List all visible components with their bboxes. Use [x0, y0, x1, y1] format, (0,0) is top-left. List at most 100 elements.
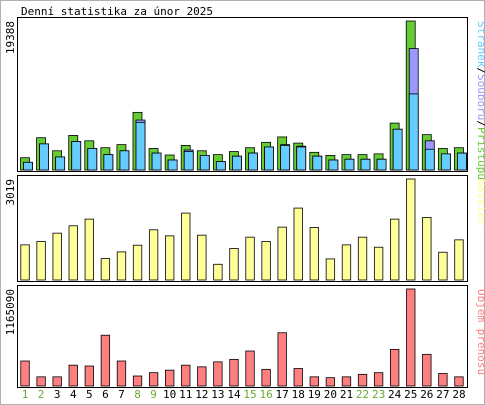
bar-visits	[229, 248, 239, 281]
bar-visits	[116, 251, 127, 281]
bar-traffic	[197, 366, 207, 387]
bar-traffic	[390, 348, 400, 387]
bar-visits	[245, 236, 255, 281]
x-tick-label: 2	[38, 388, 45, 401]
legend-visits: Návštěv	[475, 179, 485, 226]
bar-traffic	[357, 373, 368, 387]
bar-visits	[36, 241, 46, 281]
bar-visits	[261, 241, 271, 281]
bar-traffic	[261, 368, 271, 387]
bar-traffic	[68, 364, 78, 387]
bar-visits	[213, 263, 223, 281]
x-axis-day-labels: 1 2 3 4 5 6 7 8 9 10 11 12 13 14 15 16 17 18 19 20 21 22 23 24 2…	[22, 388, 466, 401]
bar-visits	[325, 258, 336, 281]
bar-visits	[165, 235, 175, 281]
bar-visits	[309, 227, 319, 281]
bar-pages	[344, 158, 355, 171]
bar-traffic	[293, 368, 303, 387]
bar-traffic	[165, 369, 175, 387]
bar-traffic	[148, 372, 159, 387]
bar-pages	[183, 151, 194, 171]
bar-visits	[454, 239, 464, 281]
bar-visits	[341, 244, 352, 281]
x-tick-label: 17	[276, 388, 289, 401]
bar-visits	[148, 229, 159, 281]
x-tick-label: 19	[308, 388, 321, 401]
bar-visits	[197, 234, 207, 281]
y-max-label-traffic: 1165090	[4, 289, 17, 335]
panel-visits: 3019 Návštěv	[4, 175, 485, 282]
panel-traffic: 1165090 Objem přenosů	[4, 285, 485, 388]
y-max-label-requests: 19388	[4, 21, 17, 54]
x-tick-label: 15	[243, 388, 256, 401]
chart-title: Denní statistika za únor 2025	[21, 5, 213, 18]
bar-visits	[84, 218, 94, 281]
bar-pages	[312, 155, 323, 171]
bar-visits	[293, 207, 303, 281]
bar-pages	[232, 155, 242, 171]
x-tick-label: 5	[86, 388, 93, 401]
bar-traffic	[422, 353, 432, 387]
bar-traffic	[229, 358, 239, 387]
x-tick-label: 18	[292, 388, 305, 401]
bar-traffic	[245, 350, 255, 387]
x-tick-label: 6	[102, 388, 109, 401]
legend-entry: Návštěv	[475, 179, 485, 226]
bar-traffic	[84, 365, 94, 387]
x-tick-label: 20	[324, 388, 337, 401]
bar-traffic	[20, 360, 30, 387]
legend-entry: Objem přenosů	[475, 289, 485, 375]
bar-visits	[390, 218, 400, 281]
bar-pages	[296, 146, 307, 171]
panel-border-visits	[17, 175, 468, 282]
bar-traffic	[454, 376, 464, 387]
legend-requests: Stránek/Souborů/Přístupů	[475, 21, 485, 180]
legend-traffic: Objem přenosů	[475, 289, 485, 375]
bar-pages	[360, 158, 371, 171]
bar-pages	[71, 141, 82, 171]
bar-visits	[132, 244, 143, 281]
x-tick-label: 16	[259, 388, 272, 401]
bar-pages	[87, 148, 98, 171]
bar-pages	[264, 146, 274, 171]
bar-visits	[438, 251, 448, 281]
bar-pages	[440, 153, 451, 171]
bar-pages	[167, 159, 178, 171]
bar-visits	[20, 244, 30, 281]
bar-pages	[151, 152, 162, 171]
panel-border-traffic	[17, 285, 468, 388]
x-tick-label: 28	[452, 388, 465, 401]
bar-traffic	[132, 375, 143, 387]
bar-visits	[357, 236, 368, 281]
bar-traffic	[309, 376, 319, 387]
bar-pages	[392, 128, 403, 171]
y-max-label-visits: 3019	[4, 179, 17, 206]
bar-visits	[422, 217, 432, 281]
x-tick-label: 10	[163, 388, 176, 401]
legend-entry: Přístupů	[475, 127, 485, 180]
x-tick-label: 9	[150, 388, 157, 401]
bar-pages	[424, 148, 435, 171]
legend-entry: Stránek	[475, 21, 485, 68]
bar-pages	[39, 143, 49, 171]
x-tick-label: 22	[356, 388, 369, 401]
x-tick-label: 26	[420, 388, 433, 401]
bar-traffic	[325, 377, 336, 387]
bar-traffic	[100, 334, 111, 387]
bar-traffic	[213, 361, 223, 387]
x-tick-label: 13	[211, 388, 224, 401]
bar-visits	[406, 178, 416, 281]
x-tick-label: 11	[179, 388, 192, 401]
bar-pages	[408, 93, 419, 171]
bar-pages	[215, 161, 226, 171]
x-tick-label: 3	[54, 388, 61, 401]
x-tick-label: 1	[22, 388, 29, 401]
x-tick-label: 12	[195, 388, 208, 401]
legend-entry: /	[475, 67, 485, 74]
bar-pages	[280, 145, 291, 171]
bar-traffic	[406, 288, 416, 387]
bar-pages	[328, 159, 339, 171]
